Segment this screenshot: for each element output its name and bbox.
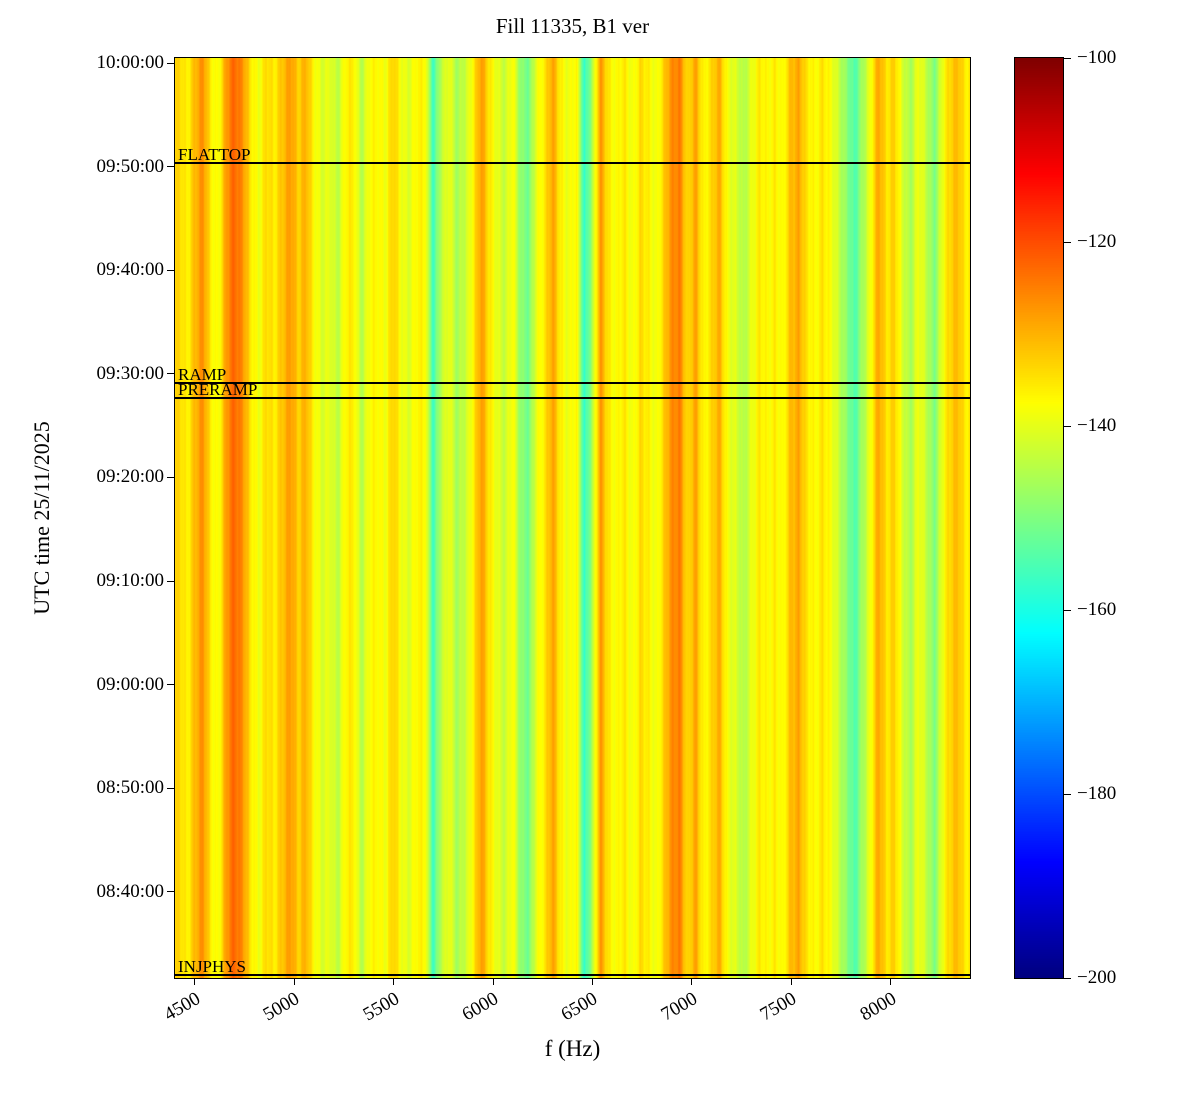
event-line <box>175 974 970 977</box>
x-tick-label: 7500 <box>756 988 801 1026</box>
y-axis-label: UTC time 25/11/2025 <box>29 421 54 615</box>
colorbar-tickmark <box>1064 241 1071 243</box>
colorbar-tick-label: −160 <box>1077 599 1117 620</box>
heatmap-canvas <box>175 58 970 978</box>
x-tick-label: 5000 <box>259 988 304 1026</box>
y-tickmark <box>167 787 174 789</box>
colorbar-tickmark <box>1064 57 1071 59</box>
y-tick-label: 09:20:00 <box>96 466 164 488</box>
x-tick-label: 6000 <box>458 988 502 1026</box>
colorbar-tickmark <box>1064 425 1071 427</box>
colorbar-tick-label: −140 <box>1077 415 1117 436</box>
y-tick-label: 09:30:00 <box>96 362 164 384</box>
y-tickmark <box>167 373 174 375</box>
y-tick-label: 09:10:00 <box>96 570 164 591</box>
y-tickmark <box>167 580 174 582</box>
chart-title: Fill 11335, B1 ver <box>495 14 650 38</box>
colorbar-tick-label: −200 <box>1077 967 1117 988</box>
x-tickmark <box>393 979 395 985</box>
event-label: PRERAMP <box>178 380 258 400</box>
x-tick-label: 6500 <box>557 988 602 1026</box>
x-axis-label: f (Hz) <box>544 1036 601 1061</box>
x-tick-label: 8000 <box>856 988 900 1026</box>
colorbar-tickmark <box>1064 793 1071 795</box>
y-tick-label: 10:00:00 <box>96 52 164 74</box>
plot-frame: FLATTOP RAMP PRERAMP INJPHYS <box>174 57 971 979</box>
y-tickmark <box>167 166 174 168</box>
event-line <box>175 397 970 400</box>
colorbar-frame <box>1014 57 1064 979</box>
colorbar-tick-label: −100 <box>1077 47 1117 68</box>
x-tick-label: 7000 <box>657 988 701 1026</box>
y-tick-label: 08:40:00 <box>96 880 164 902</box>
y-tick-label: 09:40:00 <box>96 259 164 281</box>
event-label: INJPHYS <box>178 957 247 977</box>
event-line <box>175 162 970 165</box>
y-tickmark <box>167 684 174 686</box>
x-tick-label: 5500 <box>359 988 403 1026</box>
x-tickmark <box>790 979 792 985</box>
y-tick-label: 08:50:00 <box>96 777 164 799</box>
x-tick-label: 4500 <box>160 988 204 1026</box>
colorbar-tick-label: −120 <box>1077 231 1117 252</box>
y-tick-label: 09:50:00 <box>96 155 164 177</box>
y-tickmark <box>167 269 174 271</box>
y-tick-label: 09:00:00 <box>96 673 164 695</box>
x-tickmark <box>691 979 693 985</box>
colorbar-tickmark <box>1064 977 1071 979</box>
event-line <box>175 381 970 384</box>
event-label: FLATTOP <box>178 145 251 165</box>
x-tickmark <box>293 979 295 985</box>
colorbar-tick-label: −180 <box>1077 783 1117 804</box>
y-tickmark <box>167 891 174 893</box>
x-tickmark <box>492 979 494 985</box>
colorbar-tickmark <box>1064 609 1071 611</box>
x-tickmark <box>890 979 891 985</box>
y-tickmark <box>167 476 174 478</box>
colorbar-canvas <box>1015 58 1063 978</box>
y-tickmark <box>167 62 174 64</box>
x-tickmark <box>591 979 593 985</box>
event-label: RAMP <box>178 364 227 384</box>
x-tickmark <box>194 979 196 985</box>
